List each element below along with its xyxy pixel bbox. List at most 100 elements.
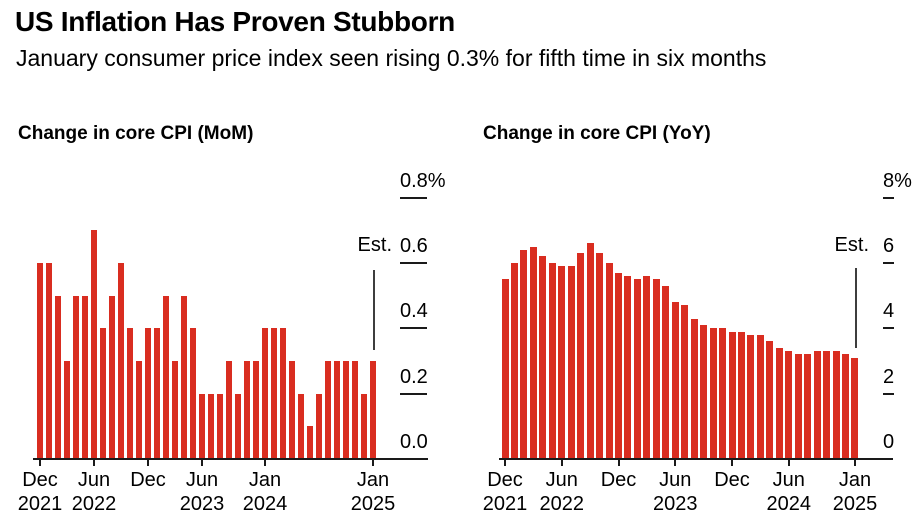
y-label-4: 4 xyxy=(883,300,895,323)
bar-feb-2022 xyxy=(54,296,62,459)
x-tick-jan-2024 xyxy=(264,459,266,466)
bar-jul-2024 xyxy=(794,354,802,459)
bar-dec-2024 xyxy=(842,354,850,459)
bar-aug-2022 xyxy=(577,253,585,459)
bar-jan-2023 xyxy=(624,276,632,459)
x-label-dec-2022: Dec xyxy=(130,469,166,491)
x-label-jun-2023: Jun 2023 xyxy=(179,469,225,515)
bar-nov-2022 xyxy=(605,263,613,459)
x-label-jan-2024: Jan 2024 xyxy=(242,469,288,515)
bar-jun-2024 xyxy=(785,351,793,459)
bar-aug-2022 xyxy=(108,296,116,459)
bar-aug-2023 xyxy=(690,319,698,459)
x-tick-dec-2023 xyxy=(731,459,734,466)
y-tick-4 xyxy=(883,327,894,330)
bar-may-2022 xyxy=(548,263,556,459)
x-label-jan-2025: Jan 2025 xyxy=(832,469,878,515)
y-label-8: 8% xyxy=(883,169,912,192)
bar-jan-2022 xyxy=(45,263,53,459)
bar-apr-2024 xyxy=(288,361,296,459)
x-tick-jan-2025 xyxy=(372,459,374,466)
bar-dec-2023 xyxy=(728,332,736,459)
y-label-0.2: 0.2 xyxy=(400,365,428,388)
x-tick-dec-2021 xyxy=(39,459,41,466)
bar-dec-2023 xyxy=(252,361,260,459)
bar-may-2023 xyxy=(189,328,197,459)
y-label-0.6: 0.6 xyxy=(400,235,428,258)
bar-mar-2022 xyxy=(63,361,71,459)
bar-jan-2025 xyxy=(369,361,377,459)
bar-aug-2024 xyxy=(324,361,332,459)
bar-jul-2023 xyxy=(207,394,215,459)
bar-jul-2022 xyxy=(99,328,107,459)
bar-may-2024 xyxy=(775,348,783,459)
x-axis-line xyxy=(499,458,893,460)
bar-apr-2022 xyxy=(72,296,80,459)
yoy-est-label: Est. xyxy=(834,234,869,256)
x-tick-jun-2023 xyxy=(201,459,203,466)
bar-jun-2022 xyxy=(90,230,98,459)
bar-mar-2023 xyxy=(171,361,179,459)
bar-may-2023 xyxy=(662,286,670,459)
bar-jan-2023 xyxy=(153,328,161,459)
bar-jul-2022 xyxy=(567,266,575,459)
bar-apr-2023 xyxy=(652,279,660,459)
bar-oct-2023 xyxy=(709,328,717,459)
bar-dec-2021 xyxy=(501,279,509,459)
mom-est-line xyxy=(373,270,375,350)
bar-jul-2024 xyxy=(315,394,323,459)
y-label-0.8: 0.8% xyxy=(400,169,446,192)
bar-dec-2022 xyxy=(615,273,622,459)
bar-apr-2023 xyxy=(180,296,188,459)
bar-apr-2024 xyxy=(766,341,774,459)
bar-jan-2024 xyxy=(737,332,745,459)
bar-nov-2024 xyxy=(351,361,359,459)
y-tick-0.8 xyxy=(400,196,427,199)
x-label-jun-2022: Jun 2022 xyxy=(71,469,117,515)
x-tick-jun-2022 xyxy=(93,459,95,466)
y-label-0.0: 0.0 xyxy=(400,431,428,453)
bar-nov-2023 xyxy=(243,361,251,459)
x-label-dec-2023: Dec xyxy=(714,469,750,491)
bar-jun-2022 xyxy=(558,266,566,459)
bar-jun-2024 xyxy=(306,426,314,459)
y-tick-6 xyxy=(883,261,894,264)
bar-nov-2022 xyxy=(135,361,143,459)
x-label-dec-2021: Dec 2021 xyxy=(482,469,528,515)
bar-may-2022 xyxy=(81,296,89,459)
bar-apr-2022 xyxy=(539,256,547,459)
bar-jun-2023 xyxy=(198,394,206,459)
bar-aug-2023 xyxy=(216,394,224,459)
y-label-0.4: 0.4 xyxy=(400,300,428,323)
y-tick-0.6 xyxy=(400,262,427,265)
bar-mar-2024 xyxy=(279,328,287,459)
bar-sep-2024 xyxy=(813,351,821,459)
bar-feb-2024 xyxy=(270,328,278,459)
x-label-jun-2022: Jun 2022 xyxy=(539,469,585,515)
x-tick-dec-2022 xyxy=(617,459,620,466)
bar-sep-2022 xyxy=(117,263,125,459)
yoy-chart-title: Change in core CPI (YoY) xyxy=(483,123,711,144)
bar-feb-2024 xyxy=(747,335,755,459)
y-tick-2 xyxy=(883,392,894,395)
figure-subtitle: January consumer price index seen rising… xyxy=(16,45,767,71)
bar-feb-2023 xyxy=(162,296,170,459)
x-axis-line xyxy=(33,458,428,460)
bar-nov-2023 xyxy=(719,328,727,459)
x-label-jan-2025: Jan 2025 xyxy=(350,469,396,515)
y-label-6: 6 xyxy=(883,234,895,257)
x-label-jun-2024: Jun 2024 xyxy=(766,469,812,515)
x-tick-jun-2023 xyxy=(674,459,677,466)
bar-jan-2025 xyxy=(851,358,859,459)
yoy-est-line xyxy=(855,268,857,348)
y-label-0: 0 xyxy=(883,431,895,453)
figure-title: US Inflation Has Proven Stubborn xyxy=(15,6,455,37)
bar-oct-2022 xyxy=(126,328,134,459)
x-tick-jun-2022 xyxy=(560,459,563,466)
x-tick-dec-2022 xyxy=(147,459,149,466)
y-tick-8 xyxy=(883,196,894,199)
x-tick-jun-2024 xyxy=(787,459,790,466)
